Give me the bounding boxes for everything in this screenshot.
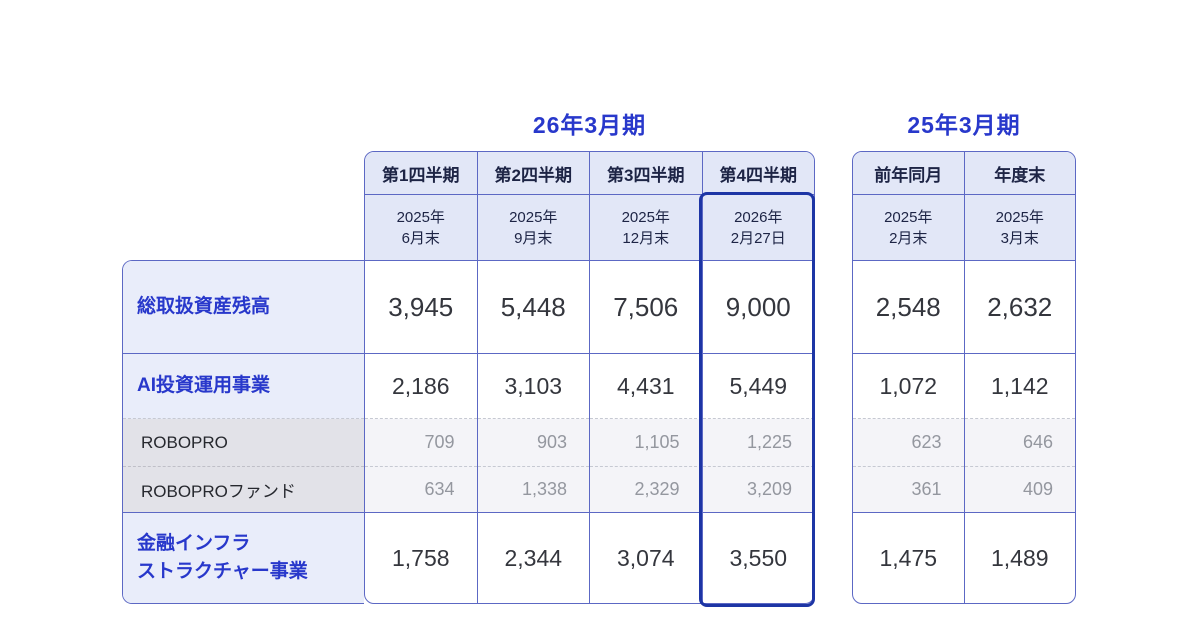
q3-robopro: 1,105 <box>590 419 702 467</box>
q4-robopro-fund: 3,209 <box>702 467 814 513</box>
year-end-header: 年度末 <box>964 152 1075 195</box>
row-label-robopro-fund: ROBOPROファンド <box>123 467 364 513</box>
prev-year-robopro: 623 <box>853 419 964 467</box>
q3-total-assets: 7,506 <box>590 261 702 354</box>
row-label-robopro: ROBOPRO <box>123 419 364 467</box>
q4-ai-investment: 5,449 <box>702 354 814 419</box>
q4-header: 第4四半期 <box>702 152 814 195</box>
row-label-ai-investment: AI投資運用事業 <box>123 354 364 419</box>
q2-robopro: 903 <box>477 419 589 467</box>
prev-year-ai-investment: 1,072 <box>853 354 964 419</box>
fy2025-table: 前年同月 2025年 2月末 2,548 1,072 623 361 1,475… <box>852 151 1076 604</box>
year-end-robopro-fund: 409 <box>964 467 1075 513</box>
fy2026-table: 第1四半期 2025年 6月末 3,945 2,186 709 634 1,75… <box>364 151 815 604</box>
row-label-total-assets: 総取扱資産残高 <box>123 261 364 354</box>
q4-robopro: 1,225 <box>702 419 814 467</box>
q2-robopro-fund: 1,338 <box>477 467 589 513</box>
q4-financial-infra: 3,550 <box>729 544 788 571</box>
prev-year-total-assets: 2,548 <box>853 261 964 354</box>
q2-column: 第2四半期 2025年 9月末 5,448 3,103 903 1,338 2,… <box>477 152 590 603</box>
q1-date: 2025年 6月末 <box>365 195 477 261</box>
q4-column: 第4四半期 2026年 2月27日 9,000 5,449 1,225 3,20… <box>702 152 814 603</box>
prev-year-financial-infra: 1,475 <box>879 544 938 571</box>
prev-year-header: 前年同月 <box>853 152 964 195</box>
q3-header: 第3四半期 <box>590 152 702 195</box>
q4-total-assets: 9,000 <box>702 261 814 354</box>
fiscal-year-end-column: 年度末 2025年 3月末 2,632 1,142 646 409 1,489 <box>964 152 1075 603</box>
q2-ai-investment: 3,103 <box>477 354 589 419</box>
q1-robopro-fund: 634 <box>365 467 477 513</box>
row-label-financial-infra: 金融インフラ ストラクチャー事業 <box>123 513 364 603</box>
q1-ai-investment: 2,186 <box>365 354 477 419</box>
q3-date: 2025年 12月末 <box>590 195 702 261</box>
q3-column: 第3四半期 2025年 12月末 7,506 4,431 1,105 2,329… <box>590 152 703 603</box>
q3-robopro-fund: 2,329 <box>590 467 702 513</box>
q1-header: 第1四半期 <box>365 152 477 195</box>
q1-financial-infra: 1,758 <box>391 544 450 571</box>
year-end-financial-infra: 1,489 <box>990 544 1049 571</box>
prev-year-same-month-column: 前年同月 2025年 2月末 2,548 1,072 623 361 1,475 <box>853 152 965 603</box>
q3-financial-infra: 3,074 <box>616 544 675 571</box>
q2-financial-infra: 2,344 <box>504 544 563 571</box>
row-label-column: 総取扱資産残高 AI投資運用事業 ROBOPRO ROBOPROファンド 金融イ… <box>122 260 364 604</box>
q1-column: 第1四半期 2025年 6月末 3,945 2,186 709 634 1,75… <box>365 152 478 603</box>
fiscal-year-2026-title: 26年3月期 <box>532 112 647 138</box>
fiscal-year-2025-title: 25年3月期 <box>907 112 1021 138</box>
year-end-ai-investment: 1,142 <box>964 354 1075 419</box>
prev-year-date: 2025年 2月末 <box>853 195 964 261</box>
year-end-date: 2025年 3月末 <box>964 195 1075 261</box>
q2-header: 第2四半期 <box>477 152 589 195</box>
year-end-robopro: 646 <box>964 419 1075 467</box>
q4-date: 2026年 2月27日 <box>702 195 814 261</box>
q2-total-assets: 5,448 <box>477 261 589 354</box>
q2-date: 2025年 9月末 <box>477 195 589 261</box>
q1-robopro: 709 <box>365 419 477 467</box>
q1-total-assets: 3,945 <box>365 261 477 354</box>
q3-ai-investment: 4,431 <box>590 354 702 419</box>
prev-year-robopro-fund: 361 <box>853 467 964 513</box>
year-end-total-assets: 2,632 <box>964 261 1075 354</box>
